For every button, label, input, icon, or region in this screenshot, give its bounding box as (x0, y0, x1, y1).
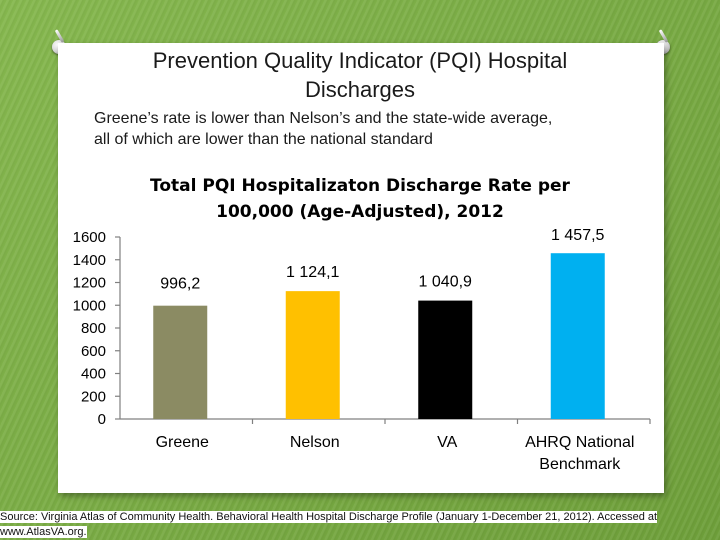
data-label: 1 040,9 (419, 274, 472, 291)
bar (418, 300, 473, 419)
x-category-label: VA (437, 434, 457, 451)
slide-title-line: Discharges (304, 77, 416, 102)
bar (153, 305, 208, 419)
bar (550, 253, 605, 419)
data-label: 1 457,5 (551, 227, 604, 244)
y-tick-label: 1000 (73, 297, 106, 314)
y-tick-label: 800 (81, 320, 106, 337)
y-tick-label: 0 (98, 411, 106, 428)
x-category-label: Nelson (290, 434, 340, 451)
bar (285, 291, 340, 419)
y-tick-label: 1200 (73, 275, 106, 292)
data-label: 996,2 (160, 276, 200, 293)
slide-subtitle-line: all of which are lower than the national… (94, 131, 433, 148)
slide-title: Prevention Quality Indicator (PQI) Hospi… (100, 46, 620, 104)
y-tick-label: 400 (81, 366, 106, 383)
slide-subtitle-line: Greene’s rate is lower than Nelson’s and… (94, 110, 553, 127)
data-label: 1 124,1 (286, 264, 339, 281)
y-tick-label: 1600 (73, 229, 106, 246)
x-category-label: AHRQ National (525, 434, 634, 451)
x-category-label: Greene (156, 434, 209, 451)
chart-title-line: Total PQI Hospitalizaton Discharge Rate … (150, 176, 571, 196)
x-category-label: Benchmark (539, 456, 621, 473)
y-tick-label: 1400 (73, 252, 106, 269)
y-tick-label: 200 (81, 388, 106, 405)
slide-subtitle: Greene’s rate is lower than Nelson’s and… (94, 108, 634, 150)
source-note: Source: Virginia Atlas of Community Heal… (0, 510, 720, 540)
chart-title-line: 100,000 (Age-Adjusted), 2012 (216, 202, 504, 222)
y-tick-label: 600 (81, 343, 106, 360)
source-text: Source: Virginia Atlas of Community Heal… (0, 511, 658, 538)
slide-title-line: Prevention Quality Indicator (PQI) Hospi… (152, 48, 568, 73)
